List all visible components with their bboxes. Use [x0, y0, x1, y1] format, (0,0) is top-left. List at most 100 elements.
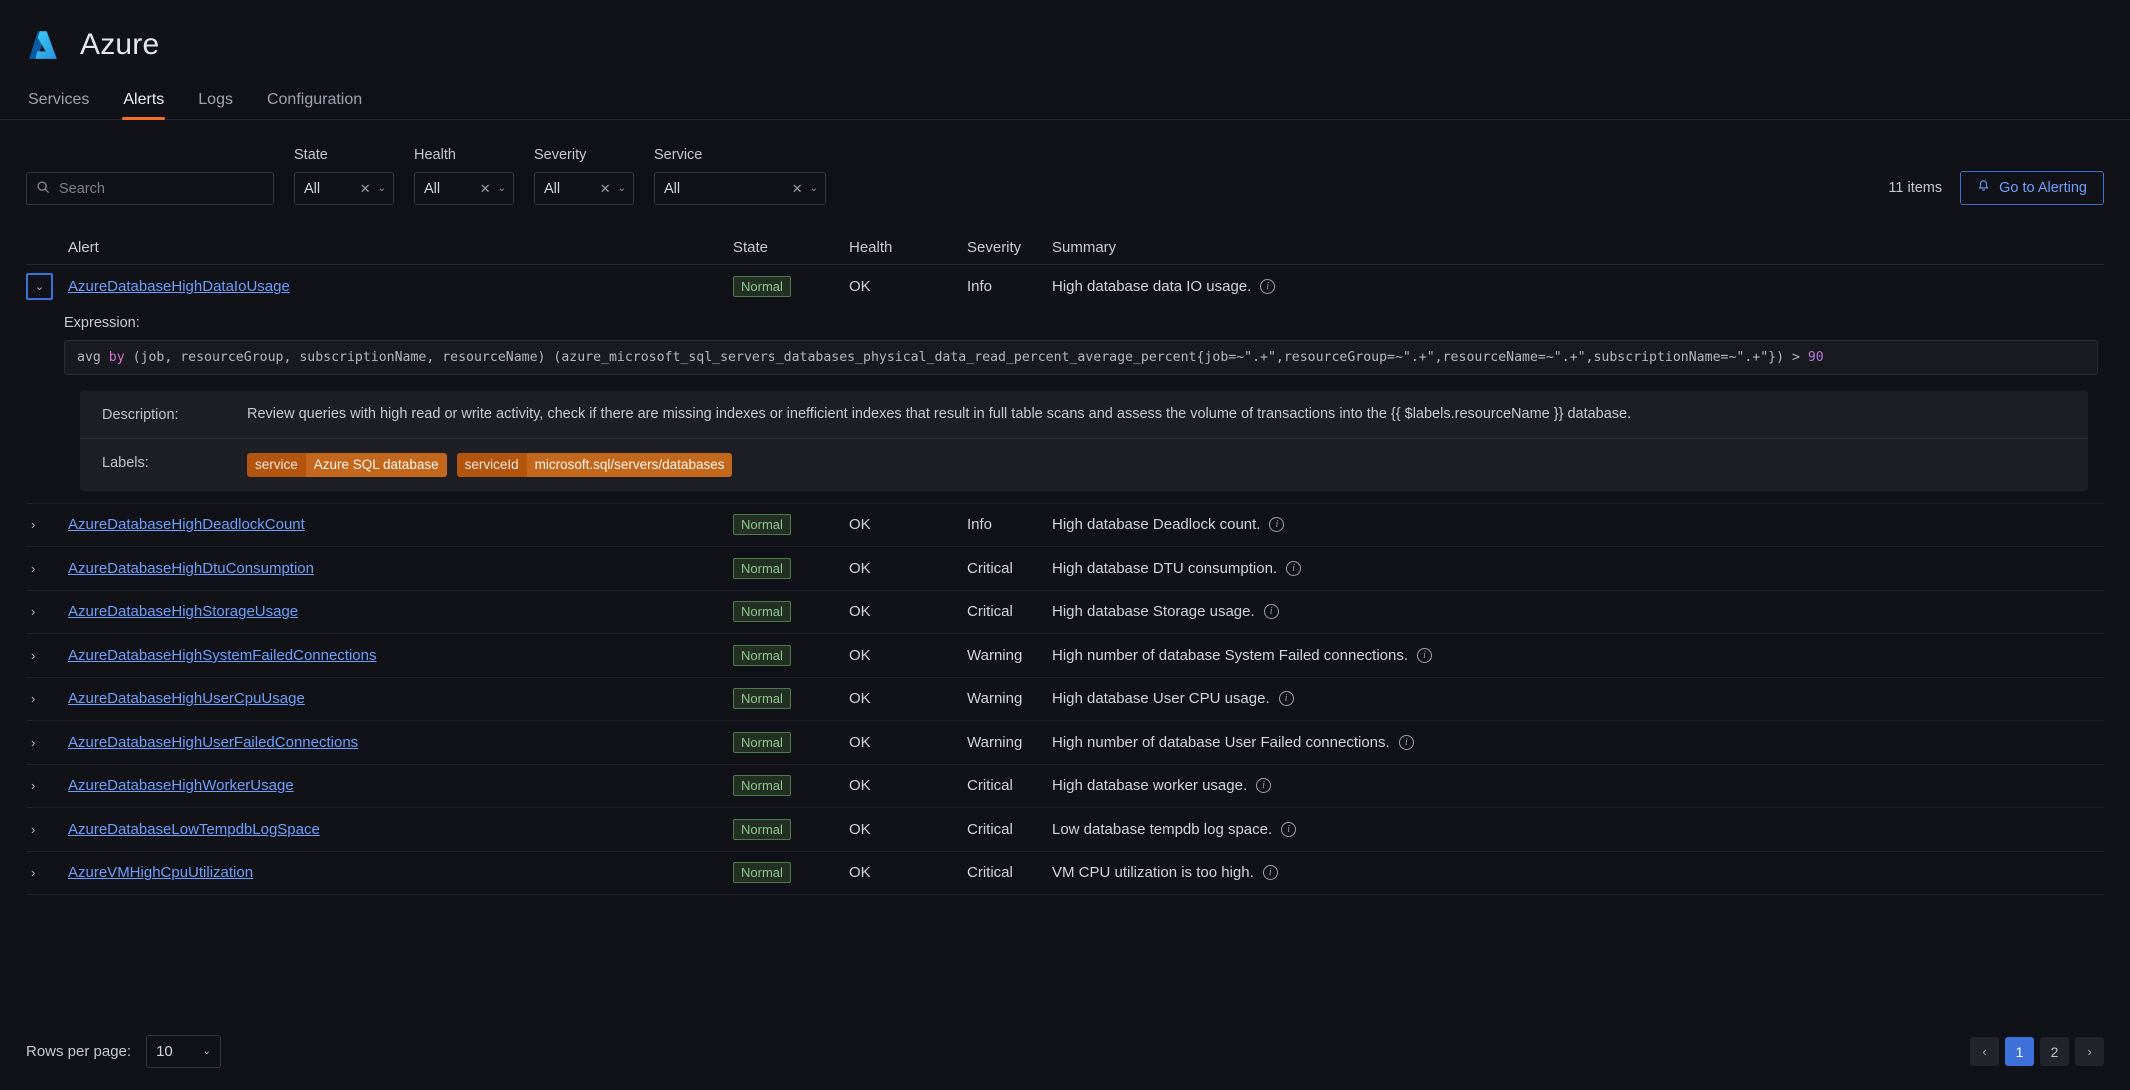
table-row[interactable]: › AzureDatabaseHighDeadlockCount Normal …	[26, 504, 2104, 548]
info-icon[interactable]: i	[1417, 647, 1433, 663]
state-filter-label: State	[294, 147, 328, 163]
table-row[interactable]: ⌄ AzureDatabaseHighDataIoUsage Normal OK…	[26, 265, 2104, 309]
severity-filter-select[interactable]: All ✕ ⌄	[534, 172, 634, 205]
description-label: Description:	[102, 406, 179, 423]
table-row[interactable]: › AzureDatabaseHighUserFailedConnections…	[26, 721, 2104, 765]
collapse-row-button[interactable]: ⌄	[26, 273, 53, 301]
info-icon[interactable]: i	[1286, 560, 1302, 576]
clear-icon[interactable]: ✕	[599, 181, 611, 196]
tab-alerts[interactable]: Alerts	[106, 92, 181, 120]
pagination-page-2[interactable]: 2	[2040, 1037, 2069, 1066]
clear-icon[interactable]: ✕	[359, 181, 371, 196]
chevron-down-icon[interactable]: ⌄	[617, 182, 626, 194]
chevron-down-icon: ⌄	[202, 1045, 212, 1057]
table-row[interactable]: › AzureDatabaseHighStorageUsage Normal O…	[26, 591, 2104, 635]
table-footer: Rows per page: 10 ⌄ ‹ 1 2 ›	[26, 1035, 2104, 1068]
go-to-alerting-spacer	[1960, 146, 2104, 163]
state-cell: Normal	[733, 514, 849, 536]
app-title: Azure	[80, 28, 160, 61]
pagination-next-button[interactable]: ›	[2075, 1037, 2104, 1066]
alert-link[interactable]: AzureDatabaseHighWorkerUsage	[68, 777, 294, 795]
rows-per-page-value: 10	[156, 1043, 173, 1060]
expr-keyword: by	[108, 349, 125, 365]
alert-link[interactable]: AzureDatabaseHighUserCpuUsage	[68, 690, 305, 708]
alert-link[interactable]: AzureDatabaseHighDataIoUsage	[68, 278, 290, 296]
expand-row-button[interactable]: ›	[31, 778, 36, 794]
header-alert: Alert	[68, 239, 99, 256]
alert-link[interactable]: AzureVMHighCpuUtilization	[68, 864, 254, 882]
clear-icon[interactable]: ✕	[791, 181, 803, 196]
chevron-down-icon[interactable]: ⌄	[809, 182, 818, 194]
search-placeholder: Search	[59, 180, 105, 197]
table-row[interactable]: › AzureDatabaseLowTempdbLogSpace Normal …	[26, 808, 2104, 852]
table-row[interactable]: › AzureDatabaseHighDtuConsumption Normal…	[26, 547, 2104, 591]
info-icon[interactable]: i	[1260, 279, 1276, 295]
expand-cell: ›	[26, 777, 68, 794]
state-cell: Normal	[733, 862, 849, 884]
table-row[interactable]: › AzureDatabaseHighWorkerUsage Normal OK…	[26, 765, 2104, 809]
info-icon[interactable]: i	[1281, 821, 1297, 837]
alert-link[interactable]: AzureDatabaseHighUserFailedConnections	[68, 733, 359, 751]
table-row[interactable]: › AzureDatabaseHighSystemFailedConnectio…	[26, 634, 2104, 678]
expand-row-button[interactable]: ›	[31, 865, 36, 881]
health-cell: OK	[849, 603, 871, 621]
pagination-prev-button[interactable]: ‹	[1970, 1037, 1999, 1066]
summary-text: VM CPU utilization is too high.	[1052, 864, 1254, 882]
go-to-alerting-button[interactable]: Go to Alerting	[1960, 171, 2104, 205]
tab-logs[interactable]: Logs	[198, 91, 233, 108]
rows-per-page-select[interactable]: 10 ⌄	[146, 1035, 222, 1068]
info-icon[interactable]: i	[1263, 604, 1279, 620]
summary-cell: High number of database User Failed conn…	[1052, 734, 2104, 751]
alert-link[interactable]: AzureDatabaseLowTempdbLogSpace	[68, 820, 320, 838]
labels-row: Labels: service Azure SQL database servi…	[80, 438, 2088, 491]
chevron-down-icon[interactable]: ⌄	[377, 182, 386, 194]
info-icon[interactable]: i	[1278, 691, 1294, 707]
tab-services[interactable]: Services	[28, 91, 90, 108]
clear-icon[interactable]: ✕	[479, 181, 491, 196]
chevron-down-icon[interactable]: ⌄	[497, 182, 506, 194]
description-value: Review queries with high read or write a…	[247, 405, 1632, 422]
info-icon[interactable]: i	[1256, 778, 1272, 794]
alert-link[interactable]: AzureDatabaseHighDtuConsumption	[68, 559, 314, 577]
alert-link[interactable]: AzureDatabaseHighStorageUsage	[68, 603, 299, 621]
state-cell: Normal	[733, 688, 849, 710]
state-cell: Normal	[733, 601, 849, 623]
alert-link[interactable]: AzureDatabaseHighSystemFailedConnections	[68, 646, 377, 664]
severity-cell: Warning	[967, 646, 1023, 664]
alert-name-cell: AzureVMHighCpuUtilization	[68, 864, 733, 881]
bell-icon	[1977, 179, 1990, 197]
state-filter-select[interactable]: All ✕ ⌄	[294, 172, 394, 205]
expand-row-button[interactable]: ›	[31, 560, 36, 576]
alert-link[interactable]: AzureDatabaseHighDeadlockCount	[68, 516, 305, 534]
expand-row-button[interactable]: ›	[31, 647, 36, 663]
summary-text: High database Storage usage.	[1052, 603, 1255, 621]
expand-row-button[interactable]: ›	[31, 691, 36, 707]
table-header-row: Alert State Health Severity Summary	[26, 231, 2104, 265]
info-icon[interactable]: i	[1269, 517, 1285, 533]
summary-text: High number of database User Failed conn…	[1052, 733, 1390, 751]
status-badge: Normal	[733, 775, 791, 797]
info-icon[interactable]: i	[1262, 865, 1278, 881]
pagination-page-1[interactable]: 1	[2005, 1037, 2034, 1066]
status-badge: Normal	[733, 601, 791, 623]
expand-cell: ›	[26, 516, 68, 533]
service-filter-select[interactable]: All ✕ ⌄	[654, 172, 826, 205]
health-cell: OK	[849, 646, 871, 664]
expand-row-button[interactable]: ›	[31, 604, 36, 620]
status-badge: Normal	[733, 514, 791, 536]
info-icon[interactable]: i	[1398, 734, 1414, 750]
label-chip[interactable]: serviceId microsoft.sql/servers/database…	[456, 453, 733, 477]
label-chip[interactable]: service Azure SQL database	[247, 453, 447, 477]
search-input[interactable]: Search	[26, 172, 274, 205]
label-key: service	[247, 453, 306, 477]
detail-meta-card: Description: Review queries with high re…	[80, 390, 2088, 491]
expand-row-button[interactable]: ›	[31, 821, 36, 837]
expression-label: Expression:	[64, 314, 140, 331]
table-row[interactable]: › AzureVMHighCpuUtilization Normal OK Cr…	[26, 852, 2104, 896]
expand-row-button[interactable]: ›	[31, 517, 36, 533]
expand-row-button[interactable]: ›	[31, 734, 36, 750]
tab-configuration[interactable]: Configuration	[266, 91, 363, 108]
table-row[interactable]: › AzureDatabaseHighUserCpuUsage Normal O…	[26, 678, 2104, 722]
expr-part-2: (job, resourceGroup, subscriptionName, r…	[124, 349, 1808, 365]
health-filter-select[interactable]: All ✕ ⌄	[414, 172, 514, 205]
